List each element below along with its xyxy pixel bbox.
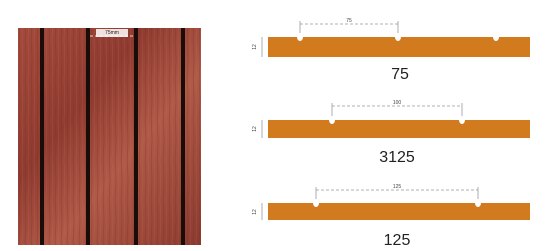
profile-dimension: 100 — [393, 100, 402, 106]
thickness-label: 12 — [252, 209, 258, 215]
profile: 125 12 125 — [252, 184, 530, 249]
profile-caption: 3125 — [379, 149, 415, 166]
profile: 75 12 75 — [252, 18, 530, 83]
profile-caption: 75 — [391, 66, 409, 83]
page: 75mm 75 12 75 100 12 3125 125 12 — [0, 0, 556, 251]
thickness-label: 12 — [252, 126, 258, 132]
profile: 100 12 3125 — [252, 100, 530, 166]
profile-dimension: 125 — [393, 184, 402, 190]
wood-panel: 75mm — [18, 28, 201, 245]
profile-caption: 125 — [384, 232, 411, 249]
profile-dimension: 75 — [346, 18, 352, 24]
thickness-label: 12 — [252, 44, 258, 50]
panel-dimension: 75mm — [105, 30, 119, 36]
